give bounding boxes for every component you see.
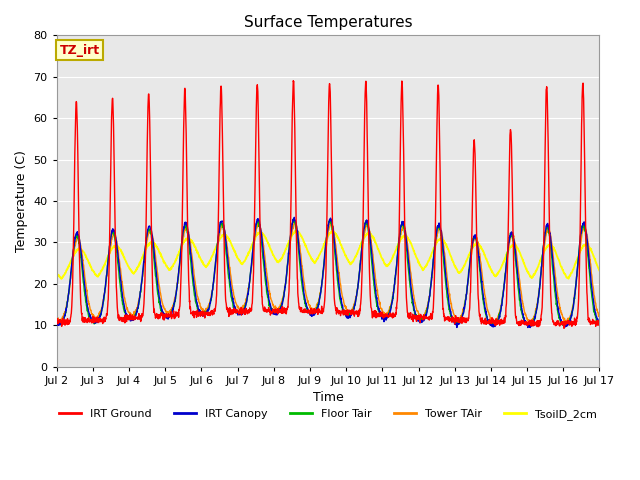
Legend: IRT Ground, IRT Canopy, Floor Tair, Tower TAir, TsoilD_2cm: IRT Ground, IRT Canopy, Floor Tair, Towe…	[54, 404, 602, 424]
Text: TZ_irt: TZ_irt	[60, 44, 100, 57]
Y-axis label: Temperature (C): Temperature (C)	[15, 150, 28, 252]
Title: Surface Temperatures: Surface Temperatures	[244, 15, 412, 30]
X-axis label: Time: Time	[313, 391, 344, 404]
